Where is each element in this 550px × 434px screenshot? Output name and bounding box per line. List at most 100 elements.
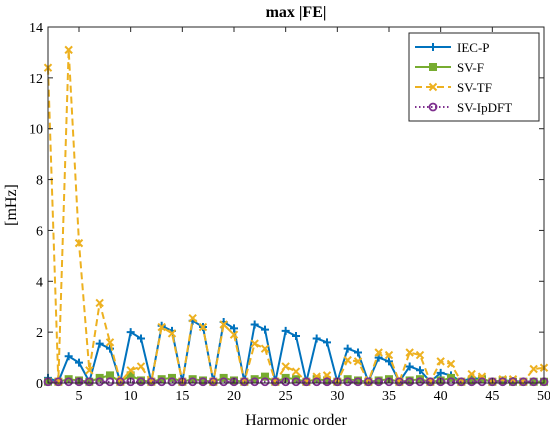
data-point-sv-ipdft — [518, 377, 528, 387]
data-point-sv-tf — [64, 45, 73, 55]
x-tick-label: 50 — [537, 389, 550, 404]
x-tick-label: 10 — [124, 389, 138, 404]
legend-marker-sv-f — [429, 63, 437, 71]
data-point-sv-tf — [105, 338, 115, 347]
data-point-sv-ipdft — [64, 377, 74, 387]
data-point-sv-tf — [136, 362, 146, 371]
data-point-sv-tf — [126, 366, 135, 375]
x-tick-label: 35 — [382, 389, 396, 404]
y-tick-label: 12 — [29, 72, 43, 87]
data-point-sv-ipdft — [353, 377, 363, 387]
data-point-sv-ipdft — [467, 377, 477, 387]
data-point-sv-ipdft — [250, 377, 260, 387]
data-point-sv-tf — [467, 369, 476, 379]
data-point-sv-tf — [167, 329, 177, 338]
data-point-sv-tf — [322, 371, 332, 380]
data-point-sv-ipdft — [53, 377, 63, 387]
series-sv-ipdft — [43, 377, 549, 387]
data-point-iec-p — [354, 348, 362, 357]
data-point-sv-ipdft — [446, 377, 456, 387]
data-point-sv-tf — [446, 359, 456, 369]
data-point-iec-p — [261, 325, 269, 334]
y-axis: 0 2 4 6 8 10 12 14 — [29, 21, 544, 392]
data-point-sv-ipdft — [291, 377, 301, 387]
data-point-iec-p — [126, 328, 135, 337]
data-point-sv-tf — [405, 348, 414, 357]
y-tick-label: 0 — [36, 377, 43, 392]
data-point-sv-tf — [260, 344, 270, 353]
data-point-sv-ipdft — [105, 377, 115, 387]
data-point-sv-tf — [508, 374, 518, 384]
data-point-iec-p — [416, 366, 424, 375]
x-axis-label: Harmonic order — [245, 412, 347, 429]
data-point-sv-tf — [198, 322, 208, 332]
data-point-iec-p — [312, 334, 321, 343]
data-point-sv-tf — [250, 339, 259, 348]
y-tick-label: 8 — [36, 174, 43, 189]
data-point-sv-ipdft — [508, 377, 518, 387]
y-tick-label: 10 — [29, 123, 43, 138]
data-point-sv-ipdft — [260, 377, 270, 387]
chart-title: max |FE| — [266, 4, 327, 21]
x-tick-label: 30 — [330, 389, 344, 404]
data-point-iec-p — [343, 344, 352, 353]
data-point-sv-ipdft — [115, 377, 125, 387]
y-tick-label: 4 — [36, 275, 43, 290]
data-point-sv-ipdft — [146, 377, 156, 387]
data-point-iec-p — [64, 352, 73, 361]
data-point-sv-tf — [343, 355, 352, 365]
data-point-sv-ipdft — [208, 377, 218, 387]
legend-label-iec-p: IEC-P — [457, 40, 490, 55]
x-tick-label: 5 — [76, 389, 83, 404]
data-point-sv-ipdft — [343, 377, 353, 387]
data-point-sv-tf — [529, 364, 538, 374]
data-point-iec-p — [137, 334, 145, 343]
data-point-sv-ipdft — [415, 377, 425, 387]
data-point-sv-tf — [188, 313, 197, 323]
y-axis-label: [mHz] — [3, 184, 20, 226]
data-point-sv-tf — [85, 366, 94, 375]
data-point-iec-p — [405, 362, 414, 371]
x-tick-label: 25 — [279, 389, 293, 404]
data-point-iec-p — [75, 358, 83, 367]
data-point-iec-p — [385, 357, 393, 366]
data-point-iec-p — [95, 339, 104, 348]
data-point-sv-ipdft — [95, 377, 105, 387]
legend-label-sv-ipdft: SV-IpDFT — [457, 100, 512, 115]
data-point-sv-tf — [229, 330, 239, 339]
data-point-sv-ipdft — [270, 377, 280, 387]
data-point-sv-ipdft — [301, 377, 311, 387]
legend-marker-sv-tf — [428, 82, 438, 92]
data-point-iec-p — [436, 368, 445, 377]
data-point-sv-ipdft — [167, 377, 177, 387]
data-point-sv-ipdft — [219, 377, 229, 387]
data-point-sv-tf — [291, 367, 301, 376]
y-tick-label: 2 — [36, 326, 43, 341]
data-point-sv-ipdft — [477, 377, 487, 387]
y-tick-label: 14 — [29, 21, 43, 36]
x-tick-label: 45 — [485, 389, 499, 404]
x-tick-label: 20 — [227, 389, 241, 404]
data-point-sv-tf — [353, 357, 363, 366]
legend-label-sv-tf: SV-TF — [457, 80, 492, 95]
data-point-sv-ipdft — [394, 377, 404, 387]
legend-marker-iec-p — [429, 43, 437, 51]
data-point-sv-ipdft — [136, 377, 146, 387]
data-point-sv-ipdft — [198, 377, 208, 387]
data-point-sv-ipdft — [456, 377, 466, 387]
data-point-sv-ipdft — [363, 377, 373, 387]
data-point-iec-p — [230, 324, 238, 333]
data-point-sv-ipdft — [322, 377, 332, 387]
data-point-sv-ipdft — [425, 377, 435, 387]
data-point-sv-tf — [384, 350, 394, 360]
data-point-iec-p — [250, 320, 259, 329]
data-point-sv-ipdft — [498, 377, 508, 387]
data-point-iec-p — [323, 338, 331, 347]
data-point-sv-tf — [157, 322, 166, 332]
data-point-sv-ipdft — [239, 377, 249, 387]
data-point-sv-ipdft — [405, 377, 415, 387]
data-point-sv-tf — [436, 357, 445, 366]
data-point-iec-p — [292, 331, 300, 340]
plot-frame — [47, 26, 545, 384]
